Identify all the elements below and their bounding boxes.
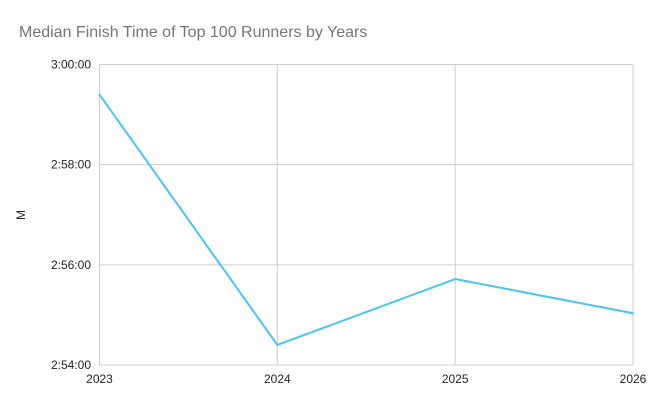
series-line <box>98 93 634 346</box>
x-axis-tick-label: 2026 <box>620 372 647 386</box>
y-axis-tick-label: 2:56:00 <box>51 258 91 272</box>
x-axis-tick-label: 2023 <box>86 372 113 386</box>
y-axis-tick-label: 3:00:00 <box>51 58 91 72</box>
y-axis-tick-label: 2:54:00 <box>51 358 91 372</box>
x-axis-tick-label: 2025 <box>442 372 469 386</box>
y-axis-tick-label: 2:58:00 <box>51 158 91 172</box>
chart-title: Median Finish Time of Top 100 Runners by… <box>19 24 368 41</box>
y-axis-title: M <box>14 210 28 220</box>
x-axis-tick-label: 2024 <box>264 372 291 386</box>
